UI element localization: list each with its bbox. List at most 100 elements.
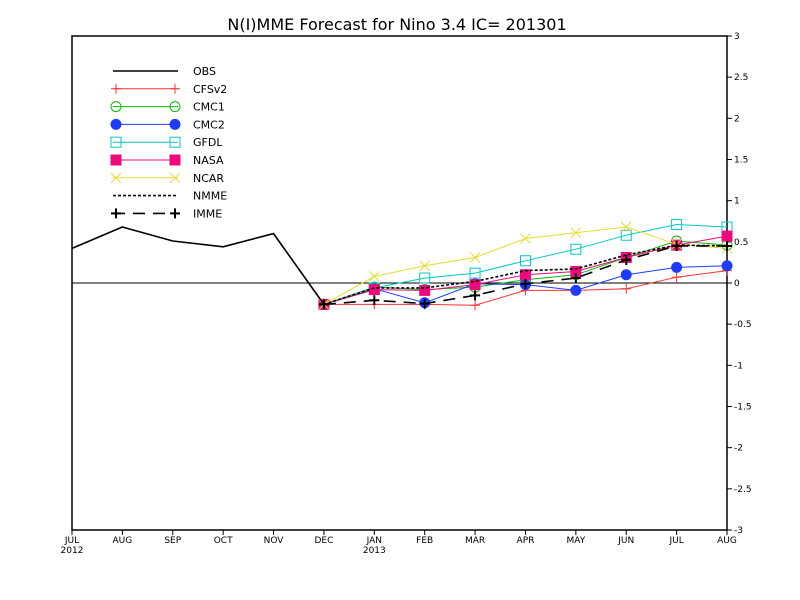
point — [620, 221, 632, 233]
y-tick-label: 2.5 — [734, 73, 748, 83]
series-obs — [71, 226, 325, 305]
x-tick-label: NOV — [264, 536, 285, 546]
y-tick-label: -2.5 — [734, 485, 752, 495]
point — [519, 255, 531, 267]
point — [620, 229, 632, 241]
legend-label: NASA — [193, 154, 224, 167]
point — [369, 295, 380, 306]
point — [570, 273, 581, 284]
point — [671, 272, 682, 283]
y-tick-label: 0 — [734, 279, 740, 289]
series-gfdl — [318, 219, 733, 310]
point — [671, 261, 683, 273]
x-tick-label: APR — [517, 536, 535, 546]
y-tick-label: -1.5 — [734, 403, 752, 413]
y-tick-label: -3 — [734, 526, 743, 536]
series-imme — [318, 240, 732, 310]
x-year-label: 2012 — [61, 546, 84, 556]
x-tick-label: SEP — [164, 536, 181, 546]
legend-item-nasa: NASA — [110, 154, 224, 167]
point — [419, 298, 430, 309]
series-line — [323, 223, 728, 305]
legend-item-cfsv2: CFSv2 — [111, 83, 227, 96]
point — [169, 118, 181, 130]
point — [368, 271, 380, 282]
point — [721, 260, 733, 272]
point — [469, 279, 481, 291]
point — [470, 290, 481, 301]
point — [570, 284, 582, 296]
point — [110, 101, 122, 113]
legend-label: NCAR — [193, 172, 224, 185]
x-tick-label: MAY — [566, 536, 585, 546]
x-tick-label: JUN — [617, 536, 634, 546]
legend: OBS CFSv2 CMC1 CMC2 GFDL NASA NCAR NMME IMME — [110, 65, 227, 220]
legend-item-nmme: NMME — [113, 190, 227, 203]
point — [111, 83, 121, 94]
point — [520, 278, 531, 289]
series-line — [71, 226, 325, 305]
point — [169, 136, 181, 148]
legend-item-obs: OBS — [113, 65, 216, 78]
y-tick-label: 3 — [734, 32, 740, 42]
point — [520, 233, 531, 244]
x-year-label: 2013 — [363, 546, 386, 556]
y-tick-label: 0.5 — [734, 238, 748, 248]
point — [419, 260, 431, 272]
legend-label: CMC1 — [193, 101, 225, 114]
legend-label: NMME — [193, 190, 227, 203]
x-tick-label: DEC — [314, 536, 333, 546]
legend-item-imme: IMME — [111, 207, 222, 220]
point — [469, 252, 481, 263]
x-tick-label: JUL — [668, 536, 683, 546]
series-layer — [71, 219, 733, 311]
legend-label: OBS — [193, 65, 216, 78]
y-tick-label: -2 — [734, 444, 743, 454]
legend-label: IMME — [193, 207, 222, 220]
y-tick-label: -0.5 — [734, 320, 752, 330]
point — [721, 230, 733, 242]
point — [318, 299, 329, 310]
point — [671, 219, 683, 231]
chart-title: N(I)MME Forecast for Nino 3.4 IC= 201301 — [227, 15, 566, 34]
point — [110, 136, 122, 148]
series-line — [323, 244, 728, 306]
x-tick-label: JUL — [64, 536, 79, 546]
x-tick-label: JAN — [366, 536, 382, 546]
point — [419, 284, 431, 296]
y-tick-label: -1 — [734, 361, 743, 371]
legend-item-cmc2: CMC2 — [110, 118, 225, 131]
point — [722, 240, 732, 251]
point — [419, 272, 431, 284]
point — [110, 172, 122, 184]
point — [621, 283, 632, 294]
x-tick-label: AUG — [113, 536, 133, 546]
point — [570, 227, 582, 239]
legend-label: CMC2 — [193, 118, 225, 131]
point — [620, 269, 632, 281]
y-tick-label: 1 — [734, 197, 740, 207]
point — [671, 240, 682, 251]
y-tick-label: 1.5 — [734, 156, 748, 166]
legend-item-cmc1: CMC1 — [110, 101, 225, 114]
legend-label: CFSv2 — [193, 83, 227, 96]
legend-item-ncar: NCAR — [110, 172, 224, 185]
x-tick-label: FEB — [416, 536, 433, 546]
legend-label: GFDL — [193, 136, 223, 149]
point — [169, 101, 181, 113]
point — [170, 83, 180, 94]
legend-item-gfdl: GFDL — [110, 136, 223, 149]
point — [469, 267, 481, 279]
point — [110, 154, 122, 166]
point — [111, 208, 121, 219]
x-tick-label: AUG — [717, 536, 737, 546]
x-tick-label: MAR — [465, 536, 485, 546]
point — [470, 300, 481, 311]
point — [110, 118, 122, 130]
x-tick-label: OCT — [214, 536, 233, 546]
point — [169, 172, 181, 184]
point — [368, 284, 380, 296]
point — [170, 208, 180, 219]
